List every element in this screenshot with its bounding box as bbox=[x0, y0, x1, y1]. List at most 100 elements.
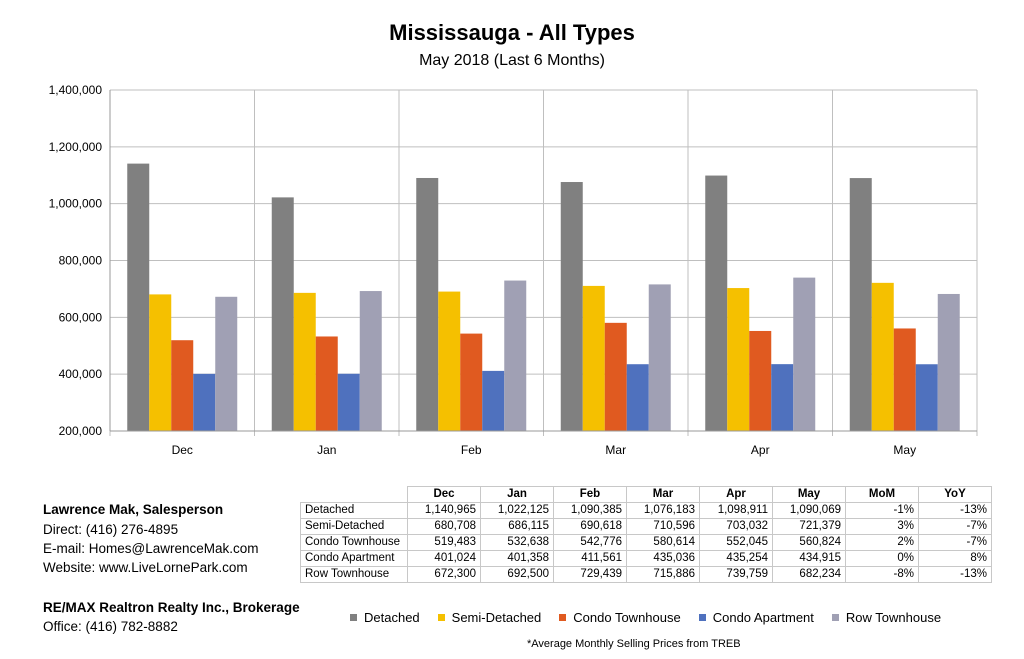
bar-semi-detached bbox=[293, 292, 316, 431]
bar-condo-townhouse bbox=[171, 340, 194, 431]
chart-legend: Detached Semi-Detached Condo Townhouse Cond… bbox=[350, 610, 959, 625]
legend-label: Row Townhouse bbox=[845, 610, 942, 625]
table-cell: 710,596 bbox=[626, 518, 700, 535]
table-cell: 703,032 bbox=[699, 518, 773, 535]
x-tick-label: Mar bbox=[605, 443, 626, 457]
table-cell: 729,439 bbox=[553, 566, 627, 583]
y-tick-label: 1,000,000 bbox=[49, 197, 103, 211]
table-row: Condo Townhouse 519,483 532,638 542,776 580,… bbox=[300, 534, 992, 551]
office-phone: Office: (416) 782-8882 bbox=[43, 619, 178, 634]
table-row-label: Semi-Detached bbox=[300, 518, 408, 535]
bar-condo-apartment bbox=[915, 364, 938, 431]
bar-condo-apartment bbox=[771, 364, 794, 431]
bar-row-townhouse bbox=[359, 291, 382, 431]
table-cell: 1,140,965 bbox=[407, 502, 481, 519]
bar-detached bbox=[849, 178, 872, 431]
table-cell: 739,759 bbox=[699, 566, 773, 583]
x-tick-label: Apr bbox=[751, 443, 770, 457]
legend-item: Detached bbox=[350, 610, 420, 625]
table-cell: -13% bbox=[918, 566, 992, 583]
bar-semi-detached bbox=[149, 294, 172, 431]
bar-condo-apartment bbox=[337, 373, 360, 431]
y-tick-label: 600,000 bbox=[59, 310, 103, 324]
table-cell: 1,090,385 bbox=[553, 502, 627, 519]
x-tick-label: Jan bbox=[317, 443, 336, 457]
table-cell: 1,076,183 bbox=[626, 502, 700, 519]
table-cell: 3% bbox=[845, 518, 919, 535]
table-cell: 401,024 bbox=[407, 550, 481, 567]
bar-semi-detached bbox=[438, 291, 461, 431]
table-cell: 435,036 bbox=[626, 550, 700, 567]
legend-label: Condo Townhouse bbox=[573, 610, 681, 625]
table-cell: 1,022,125 bbox=[480, 502, 554, 519]
legend-label: Detached bbox=[364, 610, 420, 625]
legend-item: Row Townhouse bbox=[831, 610, 942, 625]
table-cell: 519,483 bbox=[407, 534, 481, 551]
table-header: Apr bbox=[699, 486, 773, 503]
y-tick-label: 1,400,000 bbox=[49, 83, 103, 97]
table-cell: 542,776 bbox=[553, 534, 627, 551]
bar-semi-detached bbox=[582, 285, 605, 431]
bar-detached bbox=[271, 197, 294, 431]
legend-label: Semi-Detached bbox=[451, 610, 542, 625]
table-row: Condo Apartment 401,024 401,358 411,561 435,… bbox=[300, 550, 992, 567]
y-tick-label: 1,200,000 bbox=[49, 140, 103, 154]
table-cell: 532,638 bbox=[480, 534, 554, 551]
legend-label: Condo Apartment bbox=[712, 610, 814, 625]
table-row-label: Detached bbox=[300, 502, 408, 519]
bar-detached bbox=[416, 177, 439, 431]
table-cell: 672,300 bbox=[407, 566, 481, 583]
table-cell: 435,254 bbox=[699, 550, 773, 567]
legend-item: Semi-Detached bbox=[437, 610, 542, 625]
agent-email: E-mail: Homes@LawrenceMak.com bbox=[43, 541, 259, 556]
table-cell: 680,708 bbox=[407, 518, 481, 535]
brokerage-name: RE/MAX Realtron Realty Inc., Brokerage bbox=[43, 600, 300, 615]
table-row-label: Condo Apartment bbox=[300, 550, 408, 567]
bar-condo-apartment bbox=[626, 364, 649, 431]
x-tick-label: May bbox=[893, 443, 916, 457]
bar-detached bbox=[127, 163, 150, 431]
table-cell: 0% bbox=[845, 550, 919, 567]
table-header: Jan bbox=[480, 486, 554, 503]
table-row: Row Townhouse 672,300 692,500 729,439 715,88… bbox=[300, 566, 992, 583]
agent-direct-phone: Direct: (416) 276-4895 bbox=[43, 522, 179, 537]
bar-row-townhouse bbox=[937, 293, 960, 431]
table-cell: -7% bbox=[918, 534, 992, 551]
y-tick-label: 200,000 bbox=[59, 424, 103, 438]
bar-condo-townhouse bbox=[604, 322, 627, 431]
table-header: Dec bbox=[407, 486, 481, 503]
legend-swatch bbox=[698, 614, 706, 621]
table-cell: 580,614 bbox=[626, 534, 700, 551]
bar-semi-detached bbox=[727, 288, 750, 431]
table-cell: 690,618 bbox=[553, 518, 627, 535]
bar-condo-townhouse bbox=[893, 328, 916, 431]
table-cell: -1% bbox=[845, 502, 919, 519]
bar-condo-apartment bbox=[482, 370, 505, 431]
table-cell: 8% bbox=[918, 550, 992, 567]
table-cell: 434,915 bbox=[772, 550, 846, 567]
bar-semi-detached bbox=[871, 282, 894, 431]
price-table: Dec Jan Feb Mar Apr May MoM YoY Detached… bbox=[300, 486, 992, 583]
legend-swatch bbox=[831, 614, 839, 621]
bar-condo-apartment bbox=[193, 373, 216, 431]
bar-row-townhouse bbox=[215, 296, 238, 431]
bar-condo-townhouse bbox=[749, 330, 772, 431]
bar-detached bbox=[705, 175, 728, 431]
table-row: Detached 1,140,965 1,022,125 1,090,385 1,076… bbox=[300, 502, 992, 519]
bar-detached bbox=[560, 182, 583, 431]
chart-subtitle: May 2018 (Last 6 Months) bbox=[419, 52, 605, 69]
agent-name: Lawrence Mak, Salesperson bbox=[43, 502, 224, 517]
table-cell: 401,358 bbox=[480, 550, 554, 567]
table-header: YoY bbox=[918, 486, 992, 503]
legend-swatch bbox=[559, 614, 567, 621]
table-cell: 682,234 bbox=[772, 566, 846, 583]
table-header: Mar bbox=[626, 486, 700, 503]
table-cell: 692,500 bbox=[480, 566, 554, 583]
table-corner bbox=[300, 486, 408, 503]
bar-chart: 200,000 400,000 600,000 800,000 1,000,000 1,2… bbox=[49, 83, 978, 457]
bar-row-townhouse bbox=[648, 284, 671, 431]
table-cell: 552,045 bbox=[699, 534, 773, 551]
y-tick-label: 800,000 bbox=[59, 254, 103, 268]
bar-row-townhouse bbox=[504, 280, 527, 431]
legend-swatch bbox=[350, 614, 357, 621]
